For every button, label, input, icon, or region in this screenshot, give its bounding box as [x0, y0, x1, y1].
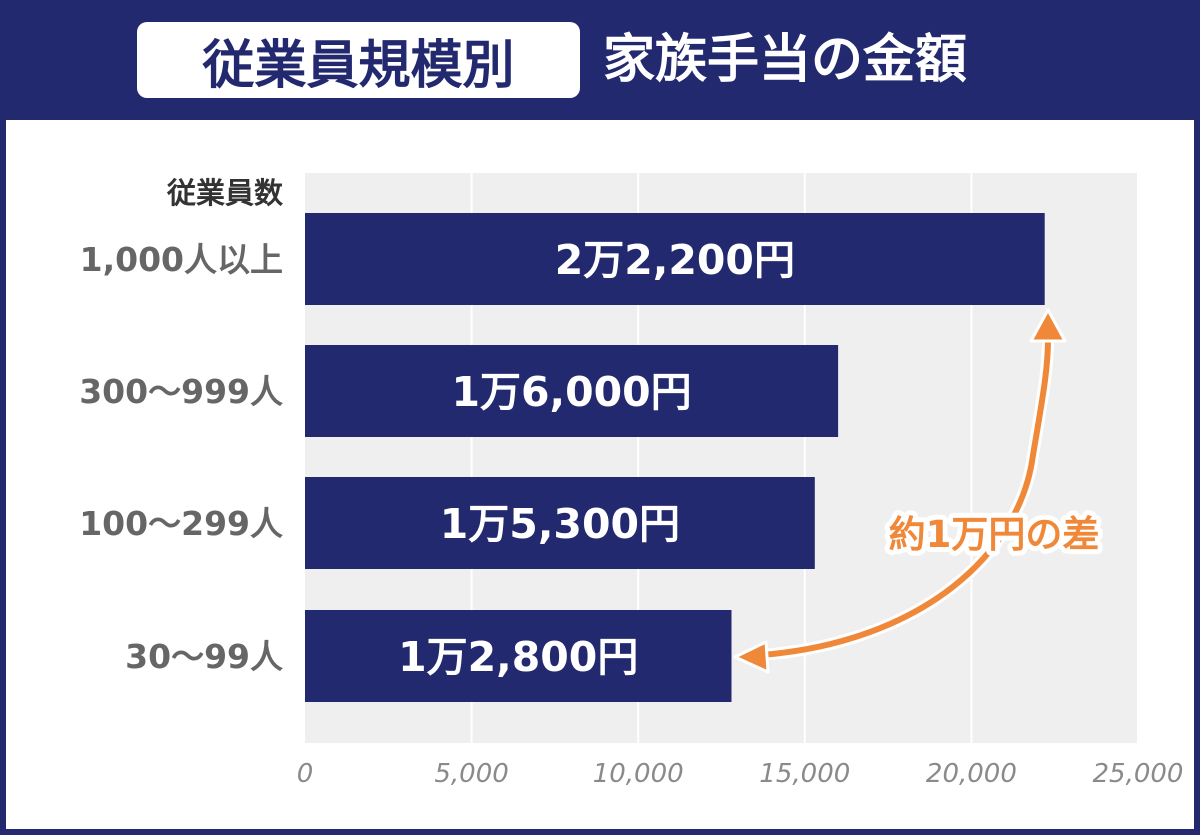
- bar: [305, 345, 839, 437]
- category-label: 1,000人以上: [80, 240, 283, 279]
- annotation-text: 約1万円の差: [889, 513, 1100, 556]
- chart-title: 家族手当の金額: [603, 30, 968, 90]
- bar-value-label: 1万6,000円: [451, 368, 691, 416]
- category-header: 従業員数: [166, 176, 284, 210]
- category-label: 100～299人: [79, 504, 283, 543]
- x-tick-label: 5,000: [434, 759, 508, 789]
- bar-value-label: 1万5,300円: [440, 500, 680, 548]
- arrowhead-left: [733, 640, 770, 674]
- annotation-text-halo: 約1万円の差: [889, 513, 1100, 556]
- annotation-arrow: [759, 335, 1051, 658]
- title-banner: 従業員規模別 家族手当の金額: [0, 0, 1200, 120]
- x-tick-label: 10,000: [593, 759, 684, 789]
- category-label: 300～999人: [79, 372, 283, 411]
- x-tick-label: 0: [297, 759, 314, 789]
- title-tag-text: 従業員規模別: [202, 35, 515, 96]
- title-tag: 従業員規模別: [137, 22, 580, 98]
- x-tick-label: 15,000: [759, 759, 850, 789]
- x-tick-label: 20,000: [926, 759, 1017, 789]
- category-label: 30～99人: [125, 637, 283, 676]
- arrowhead-up: [1029, 308, 1067, 343]
- x-tick-label: 25,000: [1093, 759, 1184, 789]
- bar: [305, 213, 1045, 305]
- bar-value-label: 1万2,800円: [398, 633, 638, 681]
- bar: [305, 477, 815, 569]
- bar-value-label: 2万2,200円: [555, 236, 795, 284]
- bar: [305, 610, 732, 702]
